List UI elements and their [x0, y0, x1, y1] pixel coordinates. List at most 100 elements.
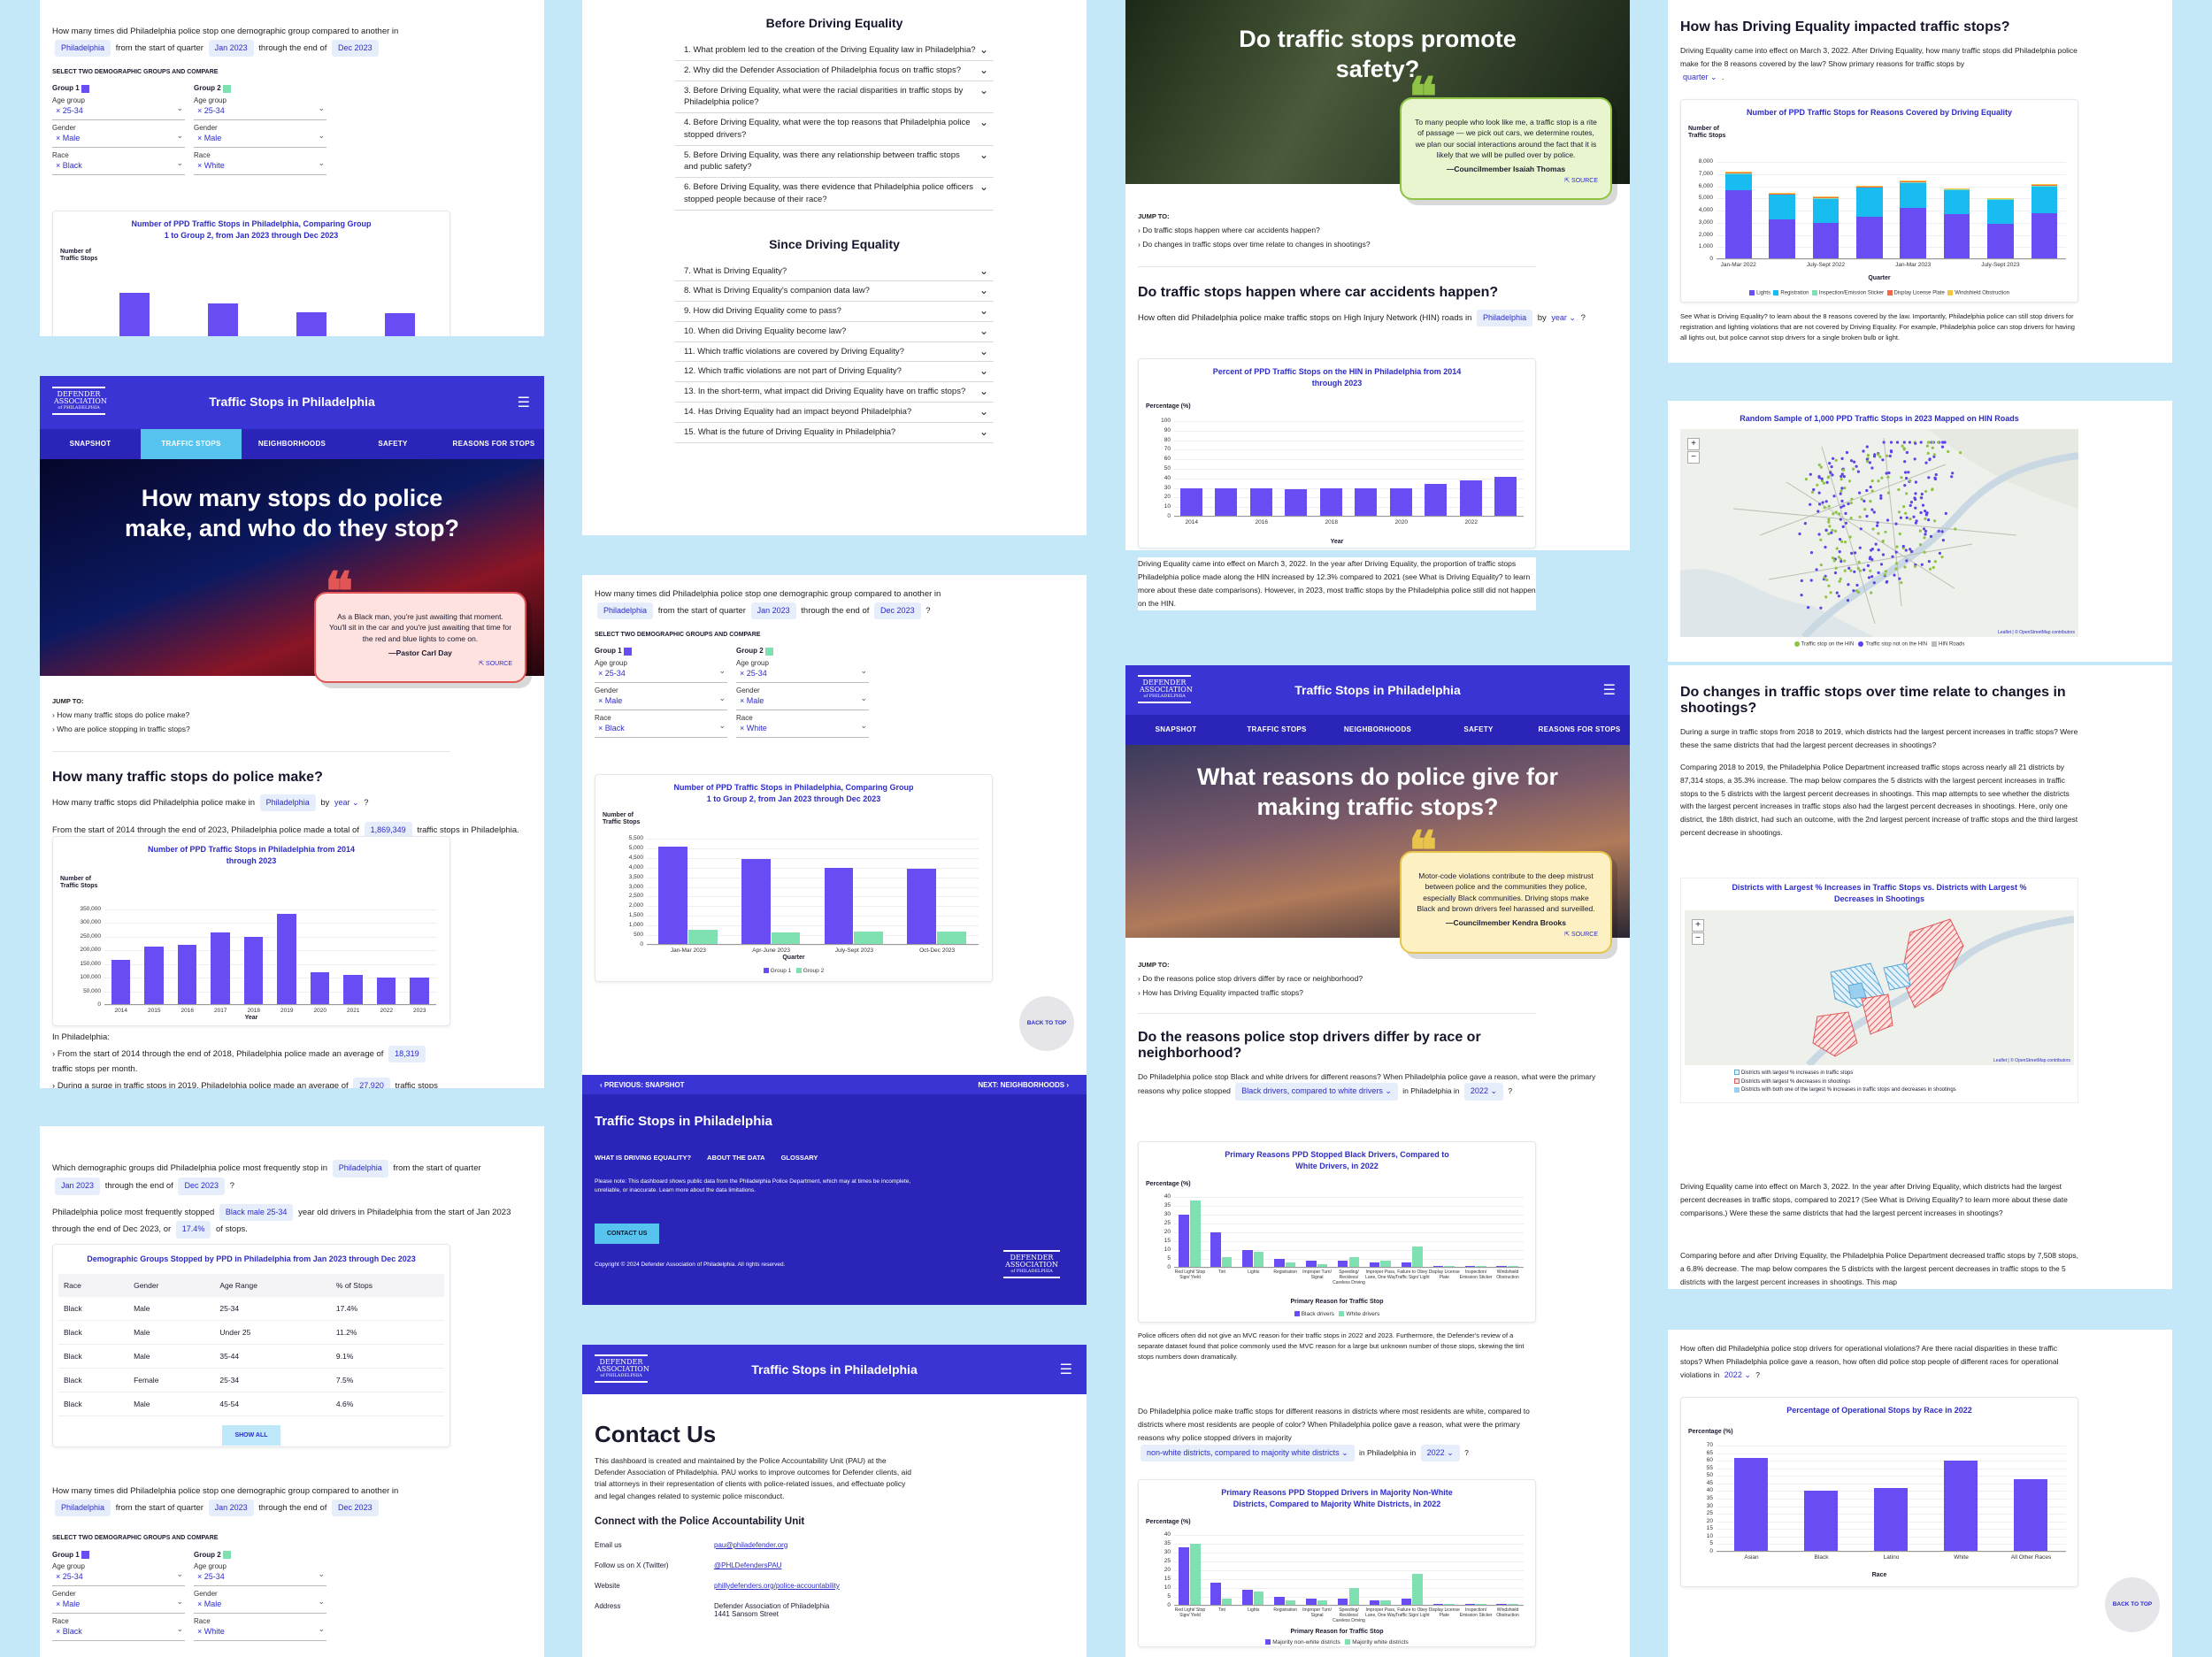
place-select[interactable]: Philadelphia	[55, 39, 111, 58]
group1-race-select[interactable]: × Black	[595, 721, 727, 738]
email-link[interactable]: pau@philadefender.org	[714, 1540, 788, 1549]
compare-select[interactable]: Black drivers, compared to white drivers…	[1235, 1083, 1398, 1101]
tab-neighborhoods[interactable]: NEIGHBORHOODS	[257, 440, 326, 448]
group1-age-select[interactable]: × 25-34	[595, 666, 727, 683]
compare-select-2[interactable]: non-white districts, compared to majorit…	[1141, 1444, 1355, 1462]
from-quarter-select[interactable]: Jan 2023	[208, 1499, 254, 1517]
faq-item[interactable]: 5. Before Driving Equality, was there an…	[675, 146, 994, 179]
jump-link-2[interactable]: › Who are police stopping in traffic sto…	[52, 725, 190, 734]
next-page-link[interactable]: NEXT: NEIGHBORHOODS ›	[978, 1080, 1069, 1089]
faq-item[interactable]: 13. In the short-term, what impact did D…	[675, 382, 994, 403]
jump-link-1[interactable]: › Do traffic stops happen where car acci…	[1138, 226, 1320, 235]
through-quarter-select[interactable]: Dec 2023	[874, 602, 921, 620]
faq-item[interactable]: 2. Why did the Defender Association of P…	[675, 61, 994, 81]
y-tick-label: 90	[1164, 426, 1171, 433]
panel-reasons: DEFENDER ASSOCIATION of PHILADELPHIA Traff…	[1125, 665, 1630, 1657]
year-select-2[interactable]: 2022 ⌄	[1420, 1444, 1460, 1462]
jump-link-1[interactable]: › How many traffic stops do police make?	[52, 710, 190, 720]
place-select[interactable]: Philadelphia	[259, 794, 316, 812]
menu-icon[interactable]: ☰	[1059, 1362, 1072, 1377]
group1-gender-select[interactable]: × Male	[595, 694, 727, 710]
x-link[interactable]: @PHLDefendersPAU	[714, 1561, 782, 1569]
zoom-out-button[interactable]: −	[1692, 932, 1704, 945]
jump-link-1[interactable]: › Do the reasons police stop drivers dif…	[1138, 974, 1363, 984]
group1-gender-select[interactable]: × Male	[52, 1597, 185, 1615]
from-quarter-select[interactable]: Jan 2023	[55, 1177, 101, 1195]
from-quarter-select[interactable]: Jan 2023	[750, 602, 796, 620]
group1-race-select[interactable]: × Black	[52, 158, 185, 175]
tab-neighborhoods[interactable]: NEIGHBORHOODS	[1343, 725, 1412, 733]
back-to-top-button[interactable]: BACK TO TOP	[1019, 996, 1074, 1051]
footer-link-driving-equality[interactable]: WHAT IS DRIVING EQUALITY?	[595, 1154, 692, 1162]
zoom-in-button[interactable]: +	[1687, 438, 1700, 450]
through-quarter-select[interactable]: Dec 2023	[332, 39, 379, 58]
faq-item[interactable]: 4. Before Driving Equality, what were th…	[675, 113, 994, 146]
menu-icon[interactable]: ☰	[1602, 683, 1616, 698]
jump-link-2[interactable]: › Do changes in traffic stops over time …	[1138, 240, 1371, 249]
faq-item[interactable]: 8. What is Driving Equality's companion …	[675, 281, 994, 303]
tab-reasons[interactable]: REASONS FOR STOPS	[1538, 725, 1621, 733]
faq-item[interactable]: 9. How did Driving Equality come to pass…	[675, 302, 994, 322]
through-quarter-select[interactable]: Dec 2023	[178, 1177, 225, 1195]
website-link[interactable]: phillydefenders.org/police-accountabilit…	[714, 1581, 840, 1590]
gridline	[104, 991, 436, 993]
prev-page-link[interactable]: ‹ PREVIOUS: SNAPSHOT	[600, 1080, 685, 1089]
period-select[interactable]: year ⌄	[334, 797, 359, 807]
faq-item[interactable]: 11. Which traffic violations are covered…	[675, 342, 994, 363]
tab-snapshot[interactable]: SNAPSHOT	[69, 440, 111, 448]
source-link[interactable]: ⇱ SOURCE	[479, 661, 512, 668]
source-link[interactable]: ⇱ SOURCE	[1564, 931, 1598, 938]
hin-map[interactable]: + − Leaflet | © OpenStreetMap contributo…	[1680, 429, 2078, 637]
footer-link-glossary[interactable]: GLOSSARY	[780, 1154, 818, 1162]
tab-traffic-stops[interactable]: TRAFFIC STOPS	[1247, 725, 1307, 733]
group2-race-select[interactable]: × White	[194, 1624, 326, 1642]
faq-item[interactable]: 12. Which traffic violations are not par…	[675, 362, 994, 383]
period-select[interactable]: quarter ⌄	[1683, 72, 1717, 81]
jump-link-2[interactable]: › How has Driving Equality impacted traf…	[1138, 988, 1303, 998]
group2-gender-select[interactable]: × Male	[194, 1597, 326, 1615]
zoom-in-button[interactable]: +	[1692, 919, 1704, 932]
place-select[interactable]: Philadelphia	[55, 1499, 111, 1517]
year-select[interactable]: 2022 ⌄	[1724, 1369, 1751, 1379]
faq-item[interactable]: 15. What is the future of Driving Equali…	[675, 423, 994, 443]
group2-gender-select[interactable]: × Male	[194, 131, 326, 148]
group1-race-select[interactable]: × Black	[52, 1624, 185, 1642]
group2-gender-select[interactable]: × Male	[736, 694, 869, 710]
faq-item[interactable]: 6. Before Driving Equality, was there ev…	[675, 178, 994, 211]
map-dot	[1914, 497, 1917, 502]
group2-race-select[interactable]: × White	[736, 721, 869, 738]
tab-snapshot[interactable]: SNAPSHOT	[1155, 725, 1197, 733]
tab-reasons[interactable]: REASONS FOR STOPS	[452, 440, 535, 448]
group2-age-select[interactable]: × 25-34	[736, 666, 869, 683]
group1-gender-select[interactable]: × Male	[52, 131, 185, 148]
group2-age-select[interactable]: × 25-34	[194, 104, 326, 120]
tab-safety[interactable]: SAFETY	[378, 440, 408, 448]
x-tick-label: Oct-Dec 2023	[919, 947, 956, 954]
source-link[interactable]: ⇱ SOURCE	[1564, 177, 1598, 184]
faq-item[interactable]: 10. When did Driving Equality become law…	[675, 322, 994, 342]
districts-map[interactable]: + − Leaflet | © OpenStreetMap contributo…	[1685, 910, 2074, 1065]
group2-age-select[interactable]: × 25-34	[194, 1569, 326, 1587]
group1-age-select[interactable]: × 25-34	[52, 104, 185, 120]
faq-item[interactable]: 3. Before Driving Equality, what were th…	[675, 81, 994, 114]
place-select[interactable]: Philadelphia	[332, 1160, 388, 1178]
tab-safety[interactable]: SAFETY	[1463, 725, 1494, 733]
through-quarter-select[interactable]: Dec 2023	[332, 1499, 379, 1517]
group2-race-select[interactable]: × White	[194, 158, 326, 175]
year-select[interactable]: 2022 ⌄	[1463, 1083, 1503, 1101]
tab-traffic-stops[interactable]: TRAFFIC STOPS	[141, 429, 242, 459]
footer-link-about-data[interactable]: ABOUT THE DATA	[707, 1154, 765, 1162]
contact-us-button[interactable]: CONTACT US	[595, 1223, 660, 1244]
place-select[interactable]: Philadelphia	[1477, 309, 1533, 327]
faq-item[interactable]: 1. What problem led to the creation of t…	[675, 41, 994, 61]
place-select[interactable]: Philadelphia	[597, 602, 654, 620]
from-quarter-select[interactable]: Jan 2023	[208, 39, 254, 58]
back-to-top-button[interactable]: BACK TO TOP	[2105, 1577, 2160, 1632]
zoom-out-button[interactable]: −	[1687, 451, 1700, 464]
faq-item[interactable]: 7. What is Driving Equality?	[675, 262, 994, 282]
menu-icon[interactable]: ☰	[517, 395, 530, 410]
period-select[interactable]: year ⌄	[1551, 312, 1576, 322]
faq-item[interactable]: 14. Has Driving Equality had an impact b…	[675, 403, 994, 423]
show-all-button[interactable]: SHOW ALL	[222, 1425, 280, 1446]
group1-age-select[interactable]: × 25-34	[52, 1569, 185, 1587]
